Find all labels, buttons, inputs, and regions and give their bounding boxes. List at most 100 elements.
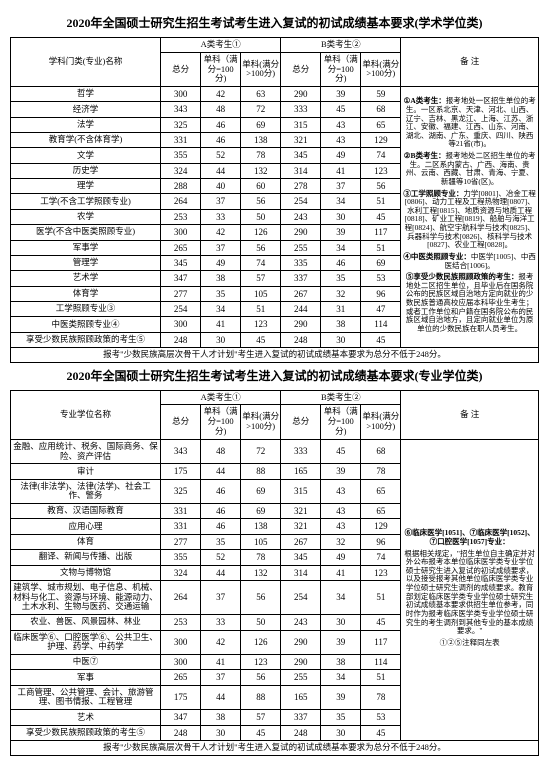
cell-score: 290 (281, 225, 321, 240)
cell-score: 300 (161, 630, 201, 655)
cell-score: 45 (241, 332, 281, 347)
cell-score: 41 (201, 317, 241, 332)
cell-score: 290 (281, 87, 321, 102)
cell-score: 355 (161, 550, 201, 565)
th-groupB: B类考生② (281, 390, 401, 405)
cell-score: 63 (241, 87, 281, 102)
cell-score: 30 (321, 725, 361, 740)
th-name: 学科门类(专业)名称 (11, 38, 161, 87)
cell-score: 56 (241, 194, 281, 209)
cell-score: 78 (241, 148, 281, 163)
cell-score: 51 (361, 670, 401, 685)
row-name: 理学 (11, 179, 161, 194)
cell-score: 244 (281, 301, 321, 316)
cell-score: 267 (281, 286, 321, 301)
cell-score: 31 (321, 301, 361, 316)
cell-score: 56 (241, 670, 281, 685)
cell-score: 56 (361, 179, 401, 194)
cell-score: 88 (241, 464, 281, 479)
cell-score: 39 (321, 225, 361, 240)
row-name: 教育、汉语国际教育 (11, 504, 161, 519)
th-a-s100: 单科（满分=100分) (201, 405, 241, 439)
cell-score: 254 (161, 301, 201, 316)
cell-score: 57 (241, 271, 281, 286)
cell-score: 35 (201, 286, 241, 301)
cell-score: 175 (161, 464, 201, 479)
cell-score: 300 (161, 317, 201, 332)
cell-score: 50 (241, 615, 281, 630)
cell-score: 56 (241, 580, 281, 614)
cell-score: 117 (361, 225, 401, 240)
cell-score: 123 (361, 565, 401, 580)
row-name: 建筑学、城市规划、电子信息、机械、材料与化工、资源与环境、能源动力、土木水利、生… (11, 580, 161, 614)
cell-score: 314 (281, 163, 321, 178)
cell-score: 277 (161, 534, 201, 549)
cell-score: 255 (281, 240, 321, 255)
cell-score: 126 (241, 225, 281, 240)
cell-score: 46 (201, 133, 241, 148)
cell-score: 41 (321, 163, 361, 178)
cell-score: 132 (241, 163, 281, 178)
cell-score: 74 (361, 148, 401, 163)
cell-score: 114 (361, 655, 401, 670)
cell-score: 78 (361, 464, 401, 479)
cell-score: 50 (241, 209, 281, 224)
cell-score: 264 (161, 580, 201, 614)
cell-score: 315 (281, 117, 321, 132)
cell-score: 331 (161, 133, 201, 148)
cell-score: 123 (241, 317, 281, 332)
cell-score: 43 (321, 504, 361, 519)
cell-score: 96 (361, 534, 401, 549)
th-notes: 备 注 (401, 390, 539, 439)
row-name: 农学 (11, 209, 161, 224)
table1-footnote: 报考"少数民族高层次骨干人才计划"考生进入复试的初试成绩基本要求为总分不低于24… (11, 347, 539, 362)
cell-score: 165 (281, 464, 321, 479)
cell-score: 49 (321, 550, 361, 565)
cell-score: 49 (321, 148, 361, 163)
cell-score: 129 (361, 519, 401, 534)
row-name: 文学 (11, 148, 161, 163)
cell-score: 88 (241, 685, 281, 710)
cell-score: 267 (281, 534, 321, 549)
row-name: 工学(不含工学照顾专业) (11, 194, 161, 209)
cell-score: 248 (281, 332, 321, 347)
th-a-sgt100: 单科(满分>100分) (241, 52, 281, 86)
cell-score: 41 (321, 565, 361, 580)
cell-score: 57 (241, 710, 281, 725)
cell-score: 243 (281, 615, 321, 630)
th-groupA: A类考生① (161, 390, 281, 405)
cell-score: 126 (241, 630, 281, 655)
cell-score: 35 (321, 271, 361, 286)
cell-score: 253 (161, 615, 201, 630)
cell-score: 165 (281, 685, 321, 710)
cell-score: 46 (201, 479, 241, 504)
cell-score: 45 (241, 725, 281, 740)
cell-score: 68 (361, 102, 401, 117)
cell-score: 78 (361, 685, 401, 710)
cell-score: 40 (201, 179, 241, 194)
cell-score: 60 (241, 179, 281, 194)
cell-score: 300 (161, 87, 201, 102)
row-name: 管理学 (11, 255, 161, 270)
cell-score: 248 (281, 725, 321, 740)
cell-score: 337 (281, 271, 321, 286)
cell-score: 38 (201, 271, 241, 286)
cell-score: 347 (161, 271, 201, 286)
cell-score: 314 (281, 565, 321, 580)
cell-score: 38 (321, 317, 361, 332)
cell-score: 69 (361, 255, 401, 270)
cell-score: 290 (281, 317, 321, 332)
cell-score: 47 (361, 301, 401, 316)
cell-score: 43 (321, 133, 361, 148)
row-name: 艺术学 (11, 271, 161, 286)
cell-score: 30 (201, 332, 241, 347)
cell-score: 45 (361, 332, 401, 347)
cell-score: 34 (321, 580, 361, 614)
cell-score: 44 (201, 685, 241, 710)
cell-score: 37 (201, 580, 241, 614)
row-name: 医学(不含中医类照顾专业) (11, 225, 161, 240)
cell-score: 30 (321, 615, 361, 630)
row-name: 教育学(不含体育学) (11, 133, 161, 148)
th-notes: 备 注 (401, 38, 539, 87)
cell-score: 345 (281, 148, 321, 163)
